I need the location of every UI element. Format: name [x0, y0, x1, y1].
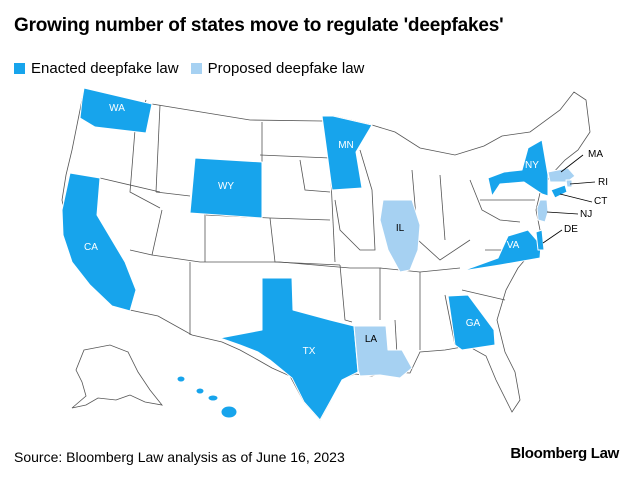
state-ga — [447, 294, 496, 351]
label-ma: MA — [588, 149, 603, 160]
state-ct — [550, 184, 568, 199]
state-il — [379, 199, 421, 273]
label-nj: NJ — [580, 209, 592, 220]
state-ca — [61, 172, 137, 312]
state-wa — [79, 87, 153, 134]
state-hi-1 — [176, 375, 186, 383]
state-hi-2 — [195, 387, 205, 395]
label-il: IL — [396, 223, 405, 234]
label-la: LA — [365, 334, 378, 345]
label-tx: TX — [303, 346, 316, 357]
chart-title: Growing number of states move to regulat… — [14, 15, 504, 36]
state-hi-3 — [207, 394, 219, 402]
state-de — [535, 229, 545, 251]
state-nj — [536, 199, 549, 223]
state-la — [353, 325, 413, 379]
label-de: DE — [564, 224, 578, 235]
state-wy — [189, 157, 263, 219]
label-mn: MN — [338, 140, 354, 151]
state-ny — [487, 139, 549, 197]
label-wa: WA — [109, 103, 125, 114]
legend-swatch-proposed — [190, 63, 202, 74]
source-note: Source: Bloomberg Law analysis as of Jun… — [14, 449, 345, 465]
state-borders — [99, 99, 535, 373]
state-tx — [219, 277, 359, 421]
legend-swatch-enacted — [14, 63, 25, 74]
state-va — [461, 229, 542, 272]
label-ri: RI — [598, 177, 608, 188]
callout-lines — [542, 154, 596, 244]
legend-item-enacted: Enacted deepfake law — [14, 60, 179, 77]
legend: Enacted deepfake law Proposed deepfake l… — [14, 60, 376, 77]
label-ca: CA — [84, 242, 98, 253]
state-ri — [565, 179, 573, 188]
label-wy: WY — [218, 181, 234, 192]
legend-item-proposed: Proposed deepfake law — [190, 60, 365, 77]
label-va: VA — [507, 240, 520, 251]
brand-logo: Bloomberg Law — [510, 445, 619, 462]
state-ak — [71, 344, 163, 409]
state-mn — [321, 115, 373, 191]
label-ny: NY — [525, 160, 539, 171]
legend-label-enacted: Enacted deepfake law — [31, 60, 179, 77]
legend-label-proposed: Proposed deepfake law — [207, 60, 365, 77]
state-hi-4 — [220, 405, 238, 419]
label-ga: GA — [466, 318, 481, 329]
label-ct: CT — [594, 196, 607, 207]
